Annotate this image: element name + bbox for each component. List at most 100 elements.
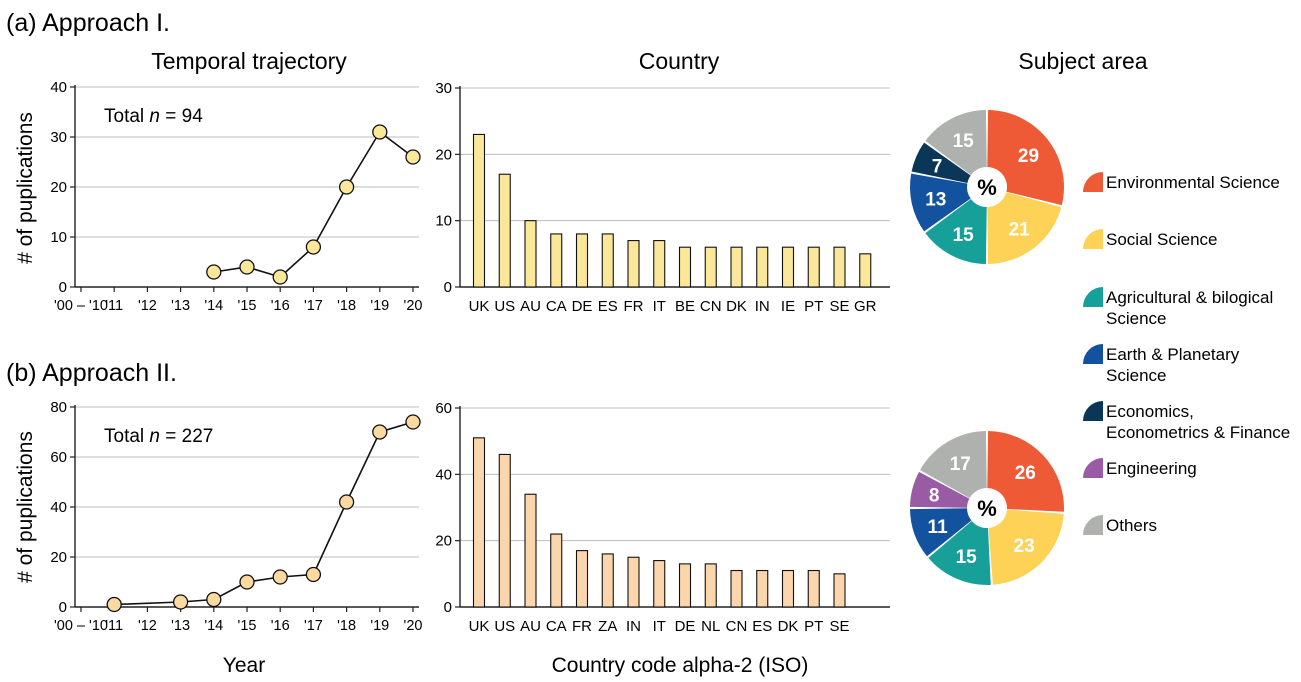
y-tick-label: 80 [50,399,67,416]
data-point [239,259,255,275]
x-tick-label: '00 – '10 [54,618,108,634]
x-tick-label: IT [653,298,666,315]
legend-label-line: Engineering [1106,459,1197,478]
x-tick-label: NL [701,618,720,635]
legend-label: Engineering [1106,459,1197,478]
pie-value-label: 15 [953,131,975,152]
data-point [405,149,421,165]
data-point [106,596,122,613]
x-tick-label: '17 [304,298,323,314]
x-tick-label: CN [700,298,722,315]
bar [704,246,717,288]
legend-swatch [1083,229,1103,249]
x-tick-label: CN [726,618,748,635]
x-tick-label: '13 [171,298,190,314]
subject-pie-b: 26 23 15 11 8 17% [910,431,1064,585]
legend-label-line: Science [1106,309,1166,328]
legend-swatch [1083,287,1103,307]
data-point [338,179,355,195]
x-tick-label: ES [752,618,772,635]
bar [704,563,717,608]
x-tick-label: '18 [337,618,356,634]
annotation-suffix: = 227 [160,426,213,447]
x-tick-label: IN [626,618,641,635]
legend-label-line: Others [1106,516,1157,535]
total-annotation: Total n = 94 [104,106,203,127]
pie-slice [987,192,1062,264]
bar [498,453,511,608]
y-tick-label: 40 [50,79,67,96]
x-tick-label: US [494,618,515,635]
pie-value-label: 26 [1015,463,1036,484]
x-tick-label: '14 [204,618,223,634]
x-tick-label: ES [598,298,618,315]
data-point [206,264,222,280]
bar [524,220,537,288]
x-tick-label: '15 [238,618,257,634]
bar [472,437,486,608]
pie-slice [987,110,1064,206]
data-point [305,239,322,255]
y-tick-label: 10 [50,229,67,246]
bar [730,246,743,288]
pie-slice [987,431,1064,512]
y-tick-label: 60 [435,400,452,417]
data-point [372,124,388,140]
pie-value-label: 29 [1018,146,1039,167]
data-point [239,574,255,590]
data-point [272,569,288,585]
pie-slice [911,142,971,183]
legend-label: Environmental Science [1106,173,1280,192]
annotation-n: n [149,106,160,127]
bar [678,563,692,608]
y-tick-label: 40 [435,466,452,483]
legend-label-line: Agricultural & bilogical [1106,288,1273,307]
pie-slice [910,173,971,232]
legend-label: Earth & Planetary Science [1106,345,1240,385]
pie-slice [910,471,970,508]
x-tick-label: DK [778,618,799,635]
x-tick-label: '20 [404,618,423,634]
bar [807,246,820,288]
ylabel-a: # of puplications [14,112,37,264]
data-point [272,269,288,285]
x-tick-label: DE [675,618,696,635]
x-tick-label: '16 [271,298,290,314]
x-tick-label: PT [804,298,823,315]
data-point [405,414,421,430]
legend-swatch [1083,458,1103,478]
x-tick-label: SE [829,618,849,635]
bar [756,246,769,288]
bar [756,569,769,608]
pie-value-label: 23 [1014,536,1035,557]
legend-label-line: Econometrics & Finance [1106,423,1290,442]
x-tick-label: UK [469,298,490,315]
legend-label: Agricultural & bilogical Science [1106,288,1273,328]
legend-label-line: Social Science [1106,230,1218,249]
xlabel-year: Year [223,654,265,677]
legend-label: Social Science [1106,230,1218,249]
x-tick-label: '11 [105,298,123,314]
pie-value-label: 13 [925,189,946,210]
pie-slice [925,110,987,176]
pie-value-label: 7 [932,156,943,177]
country-chart-a: 0 10 20 30 UK US AU CA DE ES FR IT BE CN DK IN IE PT SE GR [435,80,890,315]
x-tick-label: DK [726,298,747,315]
annotation-suffix: = 94 [160,106,203,127]
x-tick-label: UK [469,618,490,635]
y-tick-label: 0 [59,279,67,296]
x-tick-label: '20 [404,298,423,314]
y-tick-label: 20 [50,549,67,566]
subject-legend: Environmental Science Social Science Agric… [1083,172,1290,535]
x-tick-label: '17 [304,618,323,634]
x-tick-label: FR [572,618,592,635]
data-point [172,594,189,610]
annotation-prefix: Total [104,426,149,447]
x-tick-label: BE [675,298,695,315]
annotation-prefix: Total [104,106,149,127]
pie-value-label: 17 [950,454,971,475]
bar [781,246,795,288]
bar [859,253,872,288]
x-tick-label: '19 [370,618,389,634]
x-tick-label: GR [854,298,877,315]
